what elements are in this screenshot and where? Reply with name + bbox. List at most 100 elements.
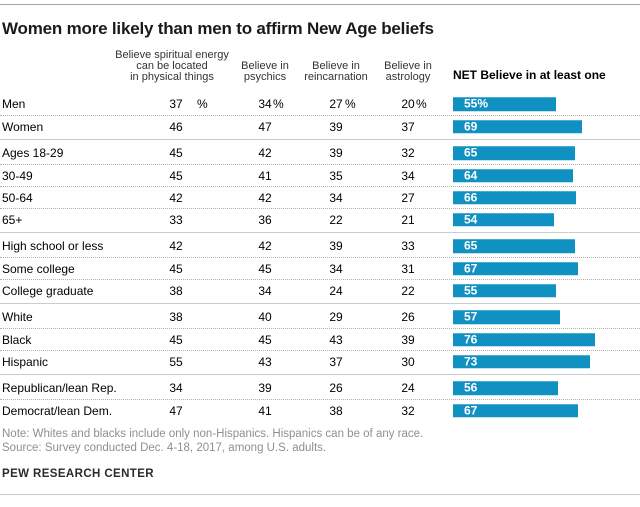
header-line: Believe in (384, 60, 432, 72)
header-line: reincarnation (304, 71, 368, 83)
row-label: Some college (2, 261, 75, 276)
net-bar: 55 (453, 282, 556, 298)
value-astrology: 20 (401, 97, 415, 111)
value-spiritual-energy: 45 (169, 261, 183, 276)
net-bar: 65 (453, 146, 575, 160)
net-bar: 64 (453, 168, 573, 183)
net-bar: 54 (453, 211, 554, 227)
value-astrology: 31 (401, 261, 415, 276)
chart-title: Women more likely than men to affirm New… (2, 19, 434, 38)
header-line: astrology (385, 71, 431, 83)
value-astrology: 24 (401, 381, 415, 395)
value-psychics: 45 (258, 332, 272, 347)
value-spiritual-energy: 45 (169, 168, 183, 183)
net-bar-value: 54 (464, 211, 478, 226)
header-line: Believe in (312, 60, 360, 72)
table-row-ages-18-29: Ages 18-29 45 42 39 32 65 (0, 142, 640, 164)
value-reincarnation: 39 (329, 239, 343, 253)
value-psychics: 36 (258, 212, 272, 227)
table-row-high-school-or-less: High school or less 42 42 39 33 65 (0, 235, 640, 257)
header-line: Believe spiritual energy (115, 49, 229, 61)
value-astrology: 30 (401, 354, 415, 369)
percent-sign: % (345, 97, 356, 111)
percent-sign: % (197, 97, 208, 111)
header-line: in physical things (130, 71, 214, 83)
value-reincarnation: 37 (329, 354, 343, 369)
table-row-black: Black 45 45 43 39 76 (0, 328, 640, 350)
net-bar-value: 65 (464, 145, 478, 160)
value-spiritual-energy: 42 (169, 239, 183, 253)
row-label: Republican/lean Rep. (2, 381, 117, 395)
row-label: Ages 18-29 (2, 146, 64, 160)
value-reincarnation: 29 (329, 310, 343, 324)
group-race: White 38 40 29 26 57 Black 45 45 43 39 7… (0, 303, 640, 372)
value-reincarnation: 34 (329, 190, 343, 205)
table-row-hispanic: Hispanic 55 43 37 30 73 (0, 350, 640, 372)
net-bar: 73 (453, 353, 590, 369)
net-bar: 57 (453, 310, 560, 324)
table-row-65-plus: 65+ 33 36 22 21 54 (0, 208, 640, 230)
value-spiritual-energy: 45 (169, 146, 183, 160)
net-bar: 56 (453, 381, 558, 395)
value-reincarnation: 27 (329, 97, 343, 111)
value-astrology: 33 (401, 239, 415, 253)
group-party: Republican/lean Rep. 34 39 26 24 56 Demo… (0, 374, 640, 421)
percent-sign: % (416, 97, 427, 111)
header-line: Believe in (241, 60, 289, 72)
value-psychics: 42 (258, 146, 272, 160)
pew-research-center-wordmark: PEW RESEARCH CENTER (2, 468, 155, 480)
value-astrology: 21 (401, 212, 415, 227)
value-spiritual-energy: 46 (169, 119, 183, 134)
net-bar-value: 69 (464, 118, 478, 133)
data-rows: Men 37 % 34 % 27 % 20 % 55% Women 46 47 … (0, 93, 640, 421)
value-psychics: 34 (258, 283, 272, 298)
row-label: Women (2, 119, 44, 134)
header-line: can be located (136, 60, 208, 72)
bottom-divider (0, 494, 640, 495)
net-bar-value: 65 (464, 238, 478, 253)
net-bar-value: 67 (464, 260, 478, 275)
value-astrology: 27 (401, 190, 415, 205)
row-label: High school or less (2, 239, 104, 253)
value-reincarnation: 43 (329, 332, 343, 347)
row-label: White (2, 310, 33, 324)
column-header-net: NET Believe in at least one (453, 68, 606, 82)
value-reincarnation: 38 (329, 403, 343, 418)
value-spiritual-energy: 55 (169, 354, 183, 369)
net-bar-value: 66 (464, 189, 478, 204)
value-astrology: 39 (401, 332, 415, 347)
column-header-reincarnation: Believe in reincarnation (304, 61, 368, 83)
net-bar: 55% (453, 97, 556, 111)
value-psychics: 45 (258, 261, 272, 276)
value-spiritual-energy: 38 (169, 310, 183, 324)
net-bar-value: 73 (464, 353, 478, 368)
value-psychics: 47 (258, 119, 272, 134)
group-gender: Men 37 % 34 % 27 % 20 % 55% Women 46 47 … (0, 93, 640, 137)
net-bar: 67 (453, 402, 579, 418)
value-psychics: 43 (258, 354, 272, 369)
column-header-spiritual-energy: Believe spiritual energy can be located … (115, 50, 229, 83)
value-psychics: 41 (258, 168, 272, 183)
group-education: High school or less 42 42 39 33 65 Some … (0, 232, 640, 301)
column-header-astrology: Believe in astrology (384, 61, 432, 83)
value-spiritual-energy: 33 (169, 212, 183, 227)
net-bar: 66 (453, 189, 577, 205)
table-row-men: Men 37 % 34 % 27 % 20 % 55% (0, 93, 640, 115)
value-reincarnation: 39 (329, 119, 343, 134)
net-bar: 76 (453, 332, 596, 347)
value-astrology: 32 (401, 146, 415, 160)
table-row-republican: Republican/lean Rep. 34 39 26 24 56 (0, 377, 640, 399)
row-label: Democrat/lean Dem. (2, 403, 113, 418)
group-age: Ages 18-29 45 42 39 32 65 30-49 45 41 35… (0, 139, 640, 230)
table-row-50-64: 50-64 42 42 34 27 66 (0, 186, 640, 208)
value-psychics: 41 (258, 403, 272, 418)
value-reincarnation: 22 (329, 212, 343, 227)
value-psychics: 40 (258, 310, 272, 324)
net-bar: 65 (453, 239, 575, 253)
value-spiritual-energy: 37 (169, 97, 183, 111)
net-bar-value: 67 (464, 402, 478, 417)
row-label: 65+ (2, 212, 23, 227)
value-reincarnation: 35 (329, 168, 343, 183)
net-bar-value: 55 (464, 282, 478, 297)
